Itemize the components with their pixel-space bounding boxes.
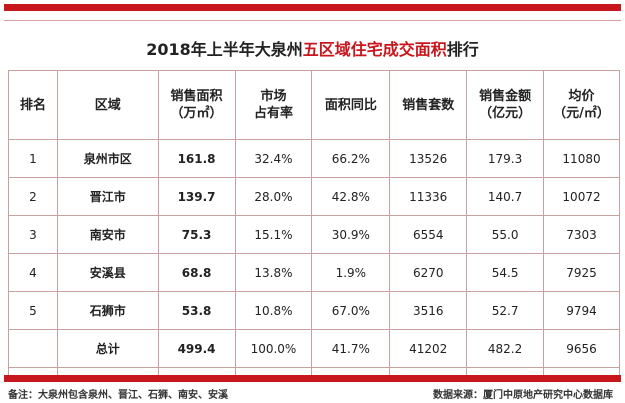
table-cell: 2 <box>8 177 58 216</box>
table-cell: 4 <box>8 253 58 292</box>
table-cell: 15.1% <box>234 215 313 254</box>
column-header: 面积同比 <box>311 70 391 140</box>
column-header: 销售面积 （万㎡） <box>157 70 236 140</box>
column-header: 均价 （元/㎡） <box>543 70 620 140</box>
table-cell: 3 <box>8 215 58 254</box>
page-title: 2018年上半年大泉州五区域住宅成交面积排行 <box>0 36 625 60</box>
bottom-red-bar <box>4 375 621 382</box>
table-row: 5 石狮市 53.8 10.8% 67.0% 3516 52.7 9794 <box>8 291 620 330</box>
table-cell: 13526 <box>389 139 468 178</box>
column-header: 销售金额 （亿元） <box>466 70 545 140</box>
table-cell: 66.2% <box>311 139 391 178</box>
ranking-table: 排名 区域 销售面积 （万㎡） 市场 占有率 面积同比 销售套数 销售金额 （亿元） 均价 （元/㎡）… <box>8 70 620 376</box>
table-cell: 11336 <box>389 177 468 216</box>
table-cell: 100.0% <box>234 329 313 368</box>
table-cell: 179.3 <box>466 139 545 178</box>
table-cell: 7925 <box>543 253 620 292</box>
header-line: 销售套数 <box>402 97 455 113</box>
table-cell <box>8 329 58 368</box>
table-row: 2 晋江市 139.7 28.0% 42.8% 11336 140.7 10072 <box>8 177 620 216</box>
table-cell: 总计 <box>56 329 159 368</box>
table-cell: 30.9% <box>311 215 391 254</box>
table-cell: 53.8 <box>157 291 236 330</box>
header-line: 排名 <box>19 97 46 113</box>
table-cell: 10.8% <box>234 291 313 330</box>
column-header: 市场 占有率 <box>234 70 313 140</box>
table-cell: 54.5 <box>466 253 545 292</box>
table-cell: 42.8% <box>311 177 391 216</box>
empty-cell <box>311 367 391 376</box>
column-header: 销售套数 <box>389 70 468 140</box>
header-line: 均价 <box>568 89 595 104</box>
table-row: 4 安溪县 68.8 13.8% 1.9% 6270 54.5 7925 <box>8 253 620 292</box>
top-red-bar <box>4 4 621 11</box>
column-header: 排名 <box>8 70 58 140</box>
table-cell: 139.7 <box>157 177 236 216</box>
table-cell: 5 <box>8 291 58 330</box>
table-cell: 7303 <box>543 215 620 254</box>
header-line: 销售面积 <box>170 89 223 104</box>
header-line: （万㎡） <box>170 106 223 121</box>
table-cell: 6270 <box>389 253 468 292</box>
table-cell: 1 <box>8 139 58 178</box>
header-line: 市场 <box>260 89 287 104</box>
table-cell: 11080 <box>543 139 620 178</box>
data-source: 数据来源：厦门中原地产研究中心数据库 <box>433 390 613 401</box>
table-cell: 32.4% <box>234 139 313 178</box>
empty-cell <box>543 367 620 376</box>
table-cell: 75.3 <box>157 215 236 254</box>
column-header: 区域 <box>56 70 159 140</box>
table-cell: 6554 <box>389 215 468 254</box>
header-line: 占有率 <box>253 106 293 121</box>
table-cell: 1.9% <box>311 253 391 292</box>
header-line: 销售金额 <box>479 89 532 104</box>
total-row: 总计 499.4 100.0% 41.7% 41202 482.2 9656 <box>8 329 620 368</box>
table-cell: 10072 <box>543 177 620 216</box>
table-cell: 41202 <box>389 329 468 368</box>
header-line: 区域 <box>94 97 121 113</box>
header-line: （亿元） <box>479 106 532 121</box>
table-cell: 140.7 <box>466 177 545 216</box>
table-cell: 482.2 <box>466 329 545 368</box>
title-highlight: 五区域住宅成交面积 <box>302 40 447 59</box>
table-row: 1 泉州市区 161.8 32.4% 66.2% 13526 179.3 11080 <box>8 139 620 178</box>
table-cell: 68.8 <box>157 253 236 292</box>
footnote: 备注：大泉州包含泉州、晋江、石狮、南安、安溪 <box>8 390 228 401</box>
table-cell: 161.8 <box>157 139 236 178</box>
table-cell: 南安市 <box>56 215 159 254</box>
divider <box>4 20 621 21</box>
table-cell: 13.8% <box>234 253 313 292</box>
table-cell: 28.0% <box>234 177 313 216</box>
title-suffix: 排行 <box>446 40 479 59</box>
header-line: （元/㎡） <box>553 106 610 121</box>
table-cell: 泉州市区 <box>56 139 159 178</box>
table-cell: 安溪县 <box>56 253 159 292</box>
spacer-row <box>8 367 620 376</box>
table-cell: 3516 <box>389 291 468 330</box>
table-cell: 9656 <box>543 329 620 368</box>
table-cell: 晋江市 <box>56 177 159 216</box>
empty-cell <box>8 367 58 376</box>
table-cell: 499.4 <box>157 329 236 368</box>
table-cell: 67.0% <box>311 291 391 330</box>
table-row: 3 南安市 75.3 15.1% 30.9% 6554 55.0 7303 <box>8 215 620 254</box>
table-cell: 9794 <box>543 291 620 330</box>
title-prefix: 2018年上半年大泉州 <box>146 40 303 59</box>
empty-cell <box>234 367 313 376</box>
table-cell: 55.0 <box>466 215 545 254</box>
table-cell: 41.7% <box>311 329 391 368</box>
table-cell: 52.7 <box>466 291 545 330</box>
table-cell: 石狮市 <box>56 291 159 330</box>
header-line: 面积同比 <box>324 97 377 113</box>
